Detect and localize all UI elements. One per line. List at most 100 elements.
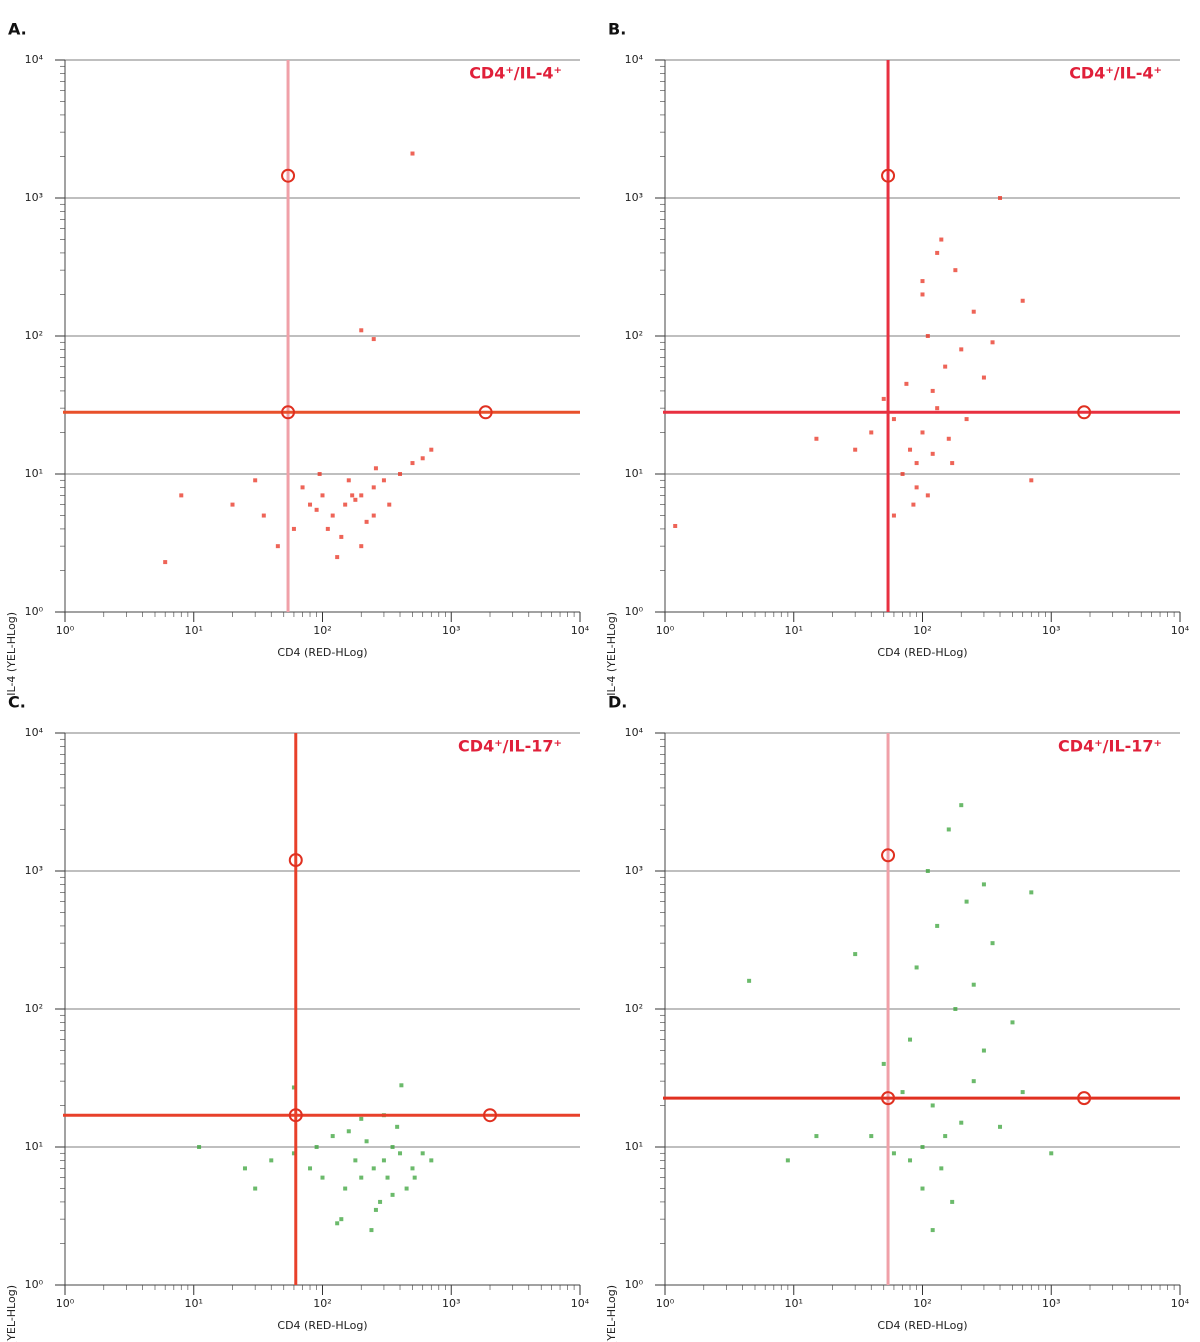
event-point xyxy=(314,507,319,512)
gate-handle xyxy=(881,848,896,863)
event-point xyxy=(869,430,874,435)
event-point xyxy=(891,1151,896,1156)
event-point xyxy=(330,1134,335,1139)
event-point xyxy=(371,1166,376,1171)
event-point xyxy=(959,347,964,352)
panel-label: D. xyxy=(608,693,627,712)
event-point xyxy=(971,1079,976,1084)
gate-handle xyxy=(478,405,493,420)
event-point xyxy=(990,340,995,345)
y-axis-label: IL-4 (YEL-HLog) xyxy=(605,612,618,696)
y-tick-label: 10⁴ xyxy=(25,726,44,739)
event-point xyxy=(353,1158,358,1163)
event-point xyxy=(163,560,168,565)
x-axis-label: CD4 (RED-HLog) xyxy=(877,1319,967,1332)
y-axis-label: IL-17 (YEL-HLog) xyxy=(5,1285,18,1342)
gate-handle xyxy=(483,1108,498,1123)
event-point xyxy=(998,1124,1003,1129)
event-point xyxy=(964,899,969,904)
y-tick-label: 10¹ xyxy=(625,467,643,480)
event-point xyxy=(920,1186,925,1191)
event-point xyxy=(930,1228,935,1233)
x-tick-label: 10² xyxy=(913,1297,931,1310)
event-point xyxy=(179,493,184,498)
event-point xyxy=(364,519,369,524)
x-axis-label: CD4 (RED-HLog) xyxy=(277,646,367,659)
event-point xyxy=(364,1139,369,1144)
event-point xyxy=(350,493,355,498)
event-point xyxy=(900,472,905,476)
event-point xyxy=(908,1037,913,1042)
y-tick-label: 10⁰ xyxy=(25,1278,44,1291)
event-point xyxy=(325,526,330,531)
event-point xyxy=(785,1158,790,1163)
x-tick-label: 10³ xyxy=(1042,1297,1060,1310)
event-point xyxy=(914,965,919,970)
y-tick-label: 10² xyxy=(25,1002,43,1015)
gate-handle xyxy=(288,853,303,868)
event-point xyxy=(261,513,266,518)
event-point xyxy=(925,334,930,338)
event-point xyxy=(1029,478,1034,483)
event-point xyxy=(320,1175,325,1180)
event-point xyxy=(385,1175,390,1180)
x-tick-label: 10⁴ xyxy=(571,624,590,637)
event-point xyxy=(291,1085,296,1090)
event-point xyxy=(404,1186,409,1191)
gate-handle xyxy=(288,1108,303,1123)
event-point xyxy=(1020,298,1025,303)
event-point xyxy=(908,1158,913,1163)
x-tick-label: 10¹ xyxy=(185,624,203,637)
event-point xyxy=(953,1007,958,1011)
event-point xyxy=(343,1186,348,1191)
event-point xyxy=(346,1129,351,1134)
event-point xyxy=(881,1061,886,1066)
event-point xyxy=(359,1175,364,1180)
event-point xyxy=(953,268,958,273)
event-point xyxy=(359,493,364,498)
event-point xyxy=(747,978,752,983)
event-point xyxy=(371,337,376,342)
x-tick-label: 10⁴ xyxy=(571,1297,590,1310)
gate-handle xyxy=(881,1091,896,1106)
event-point xyxy=(891,417,896,422)
gate-handle xyxy=(281,405,296,420)
event-point xyxy=(373,1207,378,1212)
event-point xyxy=(335,1221,340,1226)
panel-label: C. xyxy=(8,693,26,712)
event-point xyxy=(335,555,340,560)
event-point xyxy=(300,485,305,490)
y-tick-label: 10³ xyxy=(625,864,643,877)
event-point xyxy=(904,381,909,386)
event-point xyxy=(371,513,376,518)
event-point xyxy=(981,375,986,380)
y-tick-label: 10⁴ xyxy=(625,726,644,739)
event-point xyxy=(339,1217,344,1222)
event-point xyxy=(412,1175,417,1180)
event-point xyxy=(930,388,935,393)
event-point xyxy=(971,309,976,314)
event-point xyxy=(853,447,858,452)
y-tick-label: 10⁰ xyxy=(625,1278,644,1291)
event-point xyxy=(242,1166,247,1171)
y-tick-label: 10⁰ xyxy=(25,605,44,618)
y-tick-label: 10² xyxy=(625,329,643,342)
event-point xyxy=(1029,890,1034,895)
y-tick-label: 10² xyxy=(625,1002,643,1015)
event-point xyxy=(398,1151,403,1156)
gate-handle xyxy=(881,168,896,183)
y-tick-label: 10³ xyxy=(25,191,43,204)
event-point xyxy=(814,1134,819,1139)
event-point xyxy=(950,461,955,466)
event-point xyxy=(346,478,351,483)
event-point xyxy=(673,523,678,528)
y-tick-label: 10³ xyxy=(25,864,43,877)
y-tick-label: 10³ xyxy=(625,191,643,204)
event-point xyxy=(378,1199,383,1204)
event-point xyxy=(971,982,976,987)
event-point xyxy=(410,461,415,466)
event-point xyxy=(1049,1151,1054,1156)
event-point xyxy=(930,451,935,456)
event-point xyxy=(939,1166,944,1171)
event-point xyxy=(964,417,969,422)
